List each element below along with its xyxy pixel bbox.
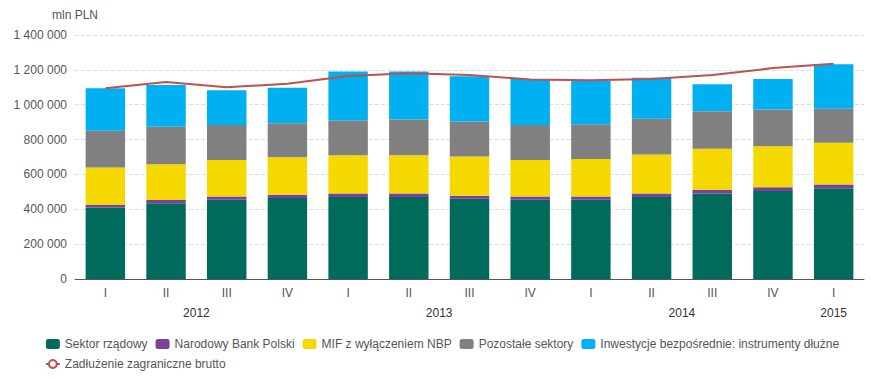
svg-text:Zadłużenie zagraniczne brutto: Zadłużenie zagraniczne brutto bbox=[65, 357, 226, 371]
svg-text:400 000: 400 000 bbox=[24, 202, 68, 216]
svg-text:Inwestycje bezpośrednie: instr: Inwestycje bezpośrednie: instrumenty dłu… bbox=[600, 337, 839, 351]
svg-text:mln PLN: mln PLN bbox=[52, 8, 98, 22]
svg-text:Narodowy Bank Polski: Narodowy Bank Polski bbox=[175, 337, 295, 351]
svg-text:2015: 2015 bbox=[820, 306, 847, 320]
svg-text:IV: IV bbox=[282, 286, 293, 300]
svg-text:2012: 2012 bbox=[183, 306, 210, 320]
svg-text:I: I bbox=[346, 286, 349, 300]
svg-text:II: II bbox=[163, 286, 170, 300]
svg-text:200 000: 200 000 bbox=[24, 237, 68, 251]
svg-text:III: III bbox=[707, 286, 717, 300]
svg-text:II: II bbox=[405, 286, 412, 300]
svg-text:600 000: 600 000 bbox=[24, 167, 68, 181]
svg-text:III: III bbox=[464, 286, 474, 300]
svg-text:IV: IV bbox=[525, 286, 536, 300]
svg-text:800 000: 800 000 bbox=[24, 133, 68, 147]
svg-text:MIF z wyłączeniem NBP: MIF z wyłączeniem NBP bbox=[322, 337, 452, 351]
svg-text:I: I bbox=[589, 286, 592, 300]
svg-text:2013: 2013 bbox=[426, 306, 453, 320]
svg-text:I: I bbox=[832, 286, 835, 300]
svg-text:I: I bbox=[104, 286, 107, 300]
svg-text:1 200 000: 1 200 000 bbox=[14, 63, 68, 77]
svg-text:0: 0 bbox=[60, 272, 67, 286]
svg-text:1 400 000: 1 400 000 bbox=[14, 28, 68, 42]
svg-text:Sektor rządowy: Sektor rządowy bbox=[65, 337, 148, 351]
svg-text:III: III bbox=[222, 286, 232, 300]
svg-text:Pozostałe sektory: Pozostałe sektory bbox=[479, 337, 574, 351]
svg-text:II: II bbox=[648, 286, 655, 300]
svg-text:IV: IV bbox=[767, 286, 778, 300]
svg-text:1 000 000: 1 000 000 bbox=[14, 98, 68, 112]
svg-text:2014: 2014 bbox=[669, 306, 696, 320]
